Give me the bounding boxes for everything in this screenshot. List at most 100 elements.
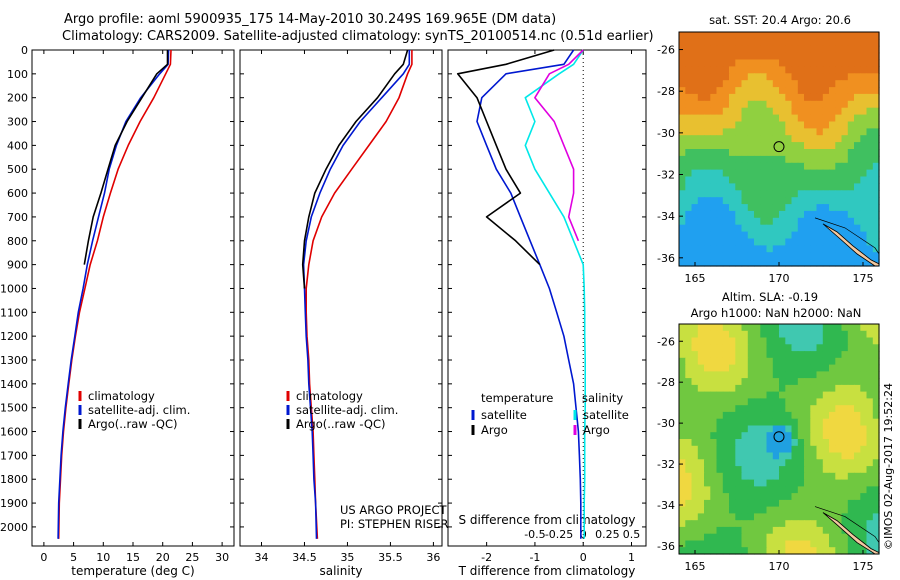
map-cell	[685, 405, 693, 413]
map-cell	[772, 190, 780, 198]
map-cell	[697, 204, 705, 212]
map-cell	[760, 197, 768, 205]
map-cell	[747, 128, 755, 136]
map-cell	[741, 391, 749, 399]
map-cell	[754, 384, 761, 393]
map-cell	[791, 252, 799, 260]
map-cell	[822, 149, 830, 157]
map-y-tick-label: -26	[657, 44, 675, 57]
legend-label: satellite-adj. clim.	[296, 403, 398, 417]
map-cell	[747, 540, 755, 548]
map-cell	[772, 445, 780, 454]
map-cell	[810, 493, 818, 501]
map-cell	[716, 204, 724, 212]
map-cell	[835, 204, 843, 212]
map-cell	[685, 231, 693, 240]
map-cell	[816, 357, 824, 366]
map-cell	[847, 121, 855, 129]
map-cell	[797, 533, 805, 542]
map-cell	[704, 169, 711, 178]
map-cell	[716, 466, 724, 474]
map-cell	[704, 452, 711, 460]
map-cell	[810, 405, 818, 413]
map-cell	[866, 59, 874, 67]
map-cell	[685, 391, 693, 399]
map-cell	[810, 351, 818, 359]
map-cell	[716, 432, 724, 440]
map-cell	[772, 162, 780, 171]
map-cell	[779, 405, 786, 413]
map-cell	[704, 364, 711, 372]
map-y-tick-label: -36	[657, 252, 675, 265]
map-cell	[804, 533, 811, 542]
map-cell	[704, 73, 711, 81]
map-cell	[760, 93, 768, 102]
map-cell	[797, 540, 805, 548]
map-cell	[754, 533, 761, 542]
map-cell	[797, 324, 805, 332]
map-cell	[785, 452, 793, 460]
map-cell	[847, 87, 855, 95]
map-cell	[772, 87, 780, 95]
map-cell	[747, 59, 755, 67]
map-cell	[679, 210, 686, 219]
map-cell	[847, 391, 855, 399]
map-cell	[697, 135, 705, 143]
map-cell	[779, 493, 786, 501]
map-cell	[841, 204, 849, 212]
map-cell	[816, 486, 824, 494]
map-cell	[810, 472, 818, 481]
map-cell	[847, 479, 855, 487]
map-cell	[722, 324, 730, 332]
map-cell	[754, 38, 761, 47]
map-cell	[735, 324, 743, 332]
map-cell	[685, 238, 693, 246]
map-cell	[735, 80, 743, 88]
map-cell	[816, 472, 824, 481]
map-cell	[760, 183, 768, 191]
map-cell	[822, 252, 830, 260]
map-cell	[729, 486, 736, 494]
map-cell	[810, 52, 818, 61]
map-cell	[804, 479, 811, 487]
map-cell	[735, 162, 743, 171]
map-cell	[760, 411, 768, 420]
map-cell	[785, 526, 793, 535]
map-y-tick-label: -34	[657, 499, 675, 512]
map-cell	[716, 384, 724, 393]
map-cell	[691, 210, 699, 219]
map-cell	[716, 513, 724, 521]
map-cell	[785, 190, 793, 198]
map-cell	[810, 114, 818, 123]
map-cell	[866, 204, 874, 212]
map-cell	[735, 391, 743, 399]
map-cell	[810, 121, 818, 129]
y-tick-label: 800	[7, 235, 28, 248]
map-cell	[722, 183, 730, 191]
map-cell	[710, 73, 718, 81]
map-cell	[841, 100, 849, 109]
map-cell	[854, 324, 861, 332]
map-cell	[810, 59, 818, 67]
map-cell	[854, 162, 861, 171]
map-cell	[804, 45, 811, 54]
map-cell	[722, 252, 730, 260]
map-cell	[741, 439, 749, 447]
map-cell	[766, 87, 774, 95]
map-cell	[841, 330, 849, 339]
map-cell	[685, 357, 693, 366]
map-cell	[847, 425, 855, 433]
map-cell	[804, 252, 811, 260]
map-cell	[691, 32, 699, 40]
map-cell	[747, 45, 755, 54]
map-cell	[679, 371, 686, 379]
map-cell	[741, 155, 749, 164]
map-cell	[804, 197, 811, 205]
map-cell	[747, 52, 755, 61]
map-cell	[697, 259, 705, 267]
map-cell	[860, 114, 868, 123]
map-cell	[685, 472, 693, 481]
map-cell	[722, 93, 730, 102]
map-cell	[729, 445, 736, 454]
map-cell	[722, 452, 730, 460]
